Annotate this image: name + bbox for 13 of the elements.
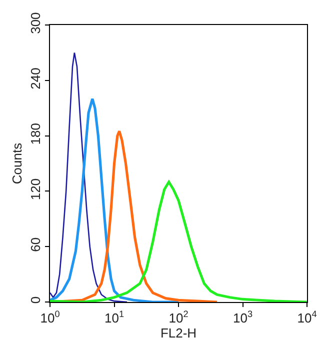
x-axis-title: FL2-H [160, 326, 197, 341]
y-tick-label: 0 [28, 296, 43, 304]
y-tick-label: 240 [28, 68, 43, 90]
x-tick-label: 10$^{2}$ [168, 309, 188, 326]
y-tick-label: 300 [28, 12, 43, 34]
x-tick-label: 10$^{1}$ [104, 309, 124, 326]
x-tick-label: 10$^{4}$ [297, 309, 317, 326]
y-tick-label: 60 [28, 237, 43, 252]
y-axis-title: Counts [10, 142, 25, 184]
y-tick-label: 180 [28, 123, 43, 145]
x-tick-label: 10$^{0}$ [40, 309, 60, 326]
x-tick-label: 10$^{3}$ [232, 309, 253, 326]
y-tick-label: 120 [28, 178, 43, 200]
